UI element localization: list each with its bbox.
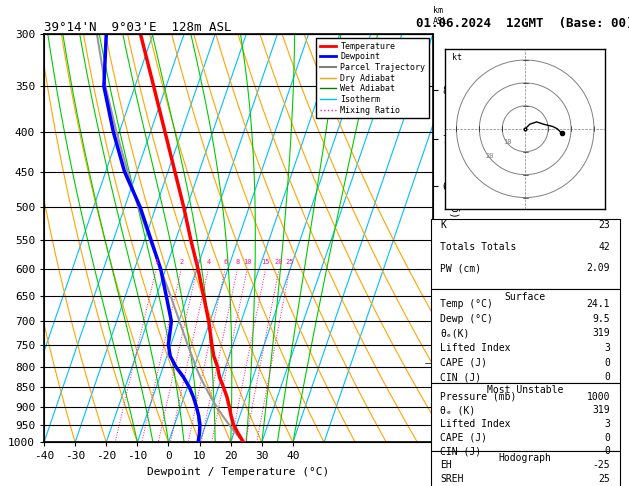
Text: CAPE (J): CAPE (J)	[440, 433, 487, 443]
Text: 2.09: 2.09	[587, 263, 610, 273]
Text: 3: 3	[195, 259, 199, 265]
Text: 20: 20	[486, 153, 494, 159]
Text: 25: 25	[286, 259, 294, 265]
Text: θₑ (K): θₑ (K)	[440, 405, 476, 415]
X-axis label: Dewpoint / Temperature (°C): Dewpoint / Temperature (°C)	[147, 467, 330, 477]
Text: 39°14'N  9°03'E  128m ASL: 39°14'N 9°03'E 128m ASL	[44, 21, 231, 34]
Text: Dewp (°C): Dewp (°C)	[440, 314, 493, 324]
Text: 24.1: 24.1	[587, 299, 610, 309]
Text: PW (cm): PW (cm)	[440, 263, 481, 273]
Text: Most Unstable: Most Unstable	[487, 385, 564, 395]
Text: 4: 4	[206, 259, 211, 265]
Text: km
ASL: km ASL	[433, 6, 448, 26]
Text: 23: 23	[598, 220, 610, 230]
Text: 10: 10	[243, 259, 252, 265]
Text: 2: 2	[179, 259, 184, 265]
Text: SREH: SREH	[440, 474, 464, 484]
Text: 0: 0	[604, 446, 610, 456]
Text: Pressure (mb): Pressure (mb)	[440, 392, 516, 401]
Text: K: K	[440, 220, 446, 230]
Y-axis label: hPa: hPa	[0, 228, 3, 248]
Text: 0: 0	[604, 372, 610, 382]
Text: CAPE (J): CAPE (J)	[440, 358, 487, 368]
Text: 2CL: 2CL	[441, 359, 456, 367]
Text: 20: 20	[275, 259, 283, 265]
Text: θₑ(K): θₑ(K)	[440, 329, 470, 338]
Text: EH: EH	[440, 460, 452, 470]
Y-axis label: Mixing Ratio (g/kg): Mixing Ratio (g/kg)	[452, 182, 461, 294]
FancyBboxPatch shape	[431, 290, 620, 383]
Text: Temp (°C): Temp (°C)	[440, 299, 493, 309]
Text: Hodograph: Hodograph	[499, 453, 552, 463]
Text: 9.5: 9.5	[593, 314, 610, 324]
Text: 10: 10	[503, 139, 512, 144]
Text: 42: 42	[598, 242, 610, 252]
Text: CIN (J): CIN (J)	[440, 446, 481, 456]
Text: 3: 3	[604, 343, 610, 353]
Text: 3: 3	[604, 419, 610, 429]
Text: 01.06.2024  12GMT  (Base: 00): 01.06.2024 12GMT (Base: 00)	[416, 17, 629, 30]
Text: 6: 6	[223, 259, 227, 265]
Text: Lifted Index: Lifted Index	[440, 343, 511, 353]
Text: 15: 15	[262, 259, 270, 265]
Text: 0: 0	[604, 433, 610, 443]
Text: kt: kt	[452, 53, 462, 62]
Text: 8: 8	[235, 259, 240, 265]
Text: -25: -25	[593, 460, 610, 470]
FancyBboxPatch shape	[431, 451, 620, 486]
Text: 1: 1	[154, 259, 159, 265]
Text: CIN (J): CIN (J)	[440, 372, 481, 382]
Text: 1000: 1000	[587, 392, 610, 401]
Text: 0: 0	[604, 358, 610, 368]
Text: Lifted Index: Lifted Index	[440, 419, 511, 429]
Text: 319: 319	[593, 405, 610, 415]
Text: 25: 25	[598, 474, 610, 484]
Text: Totals Totals: Totals Totals	[440, 242, 516, 252]
Legend: Temperature, Dewpoint, Parcel Trajectory, Dry Adiabat, Wet Adiabat, Isotherm, Mi: Temperature, Dewpoint, Parcel Trajectory…	[316, 38, 429, 118]
Text: Surface: Surface	[504, 292, 546, 302]
FancyBboxPatch shape	[431, 219, 620, 290]
Text: 319: 319	[593, 329, 610, 338]
FancyBboxPatch shape	[431, 383, 620, 451]
